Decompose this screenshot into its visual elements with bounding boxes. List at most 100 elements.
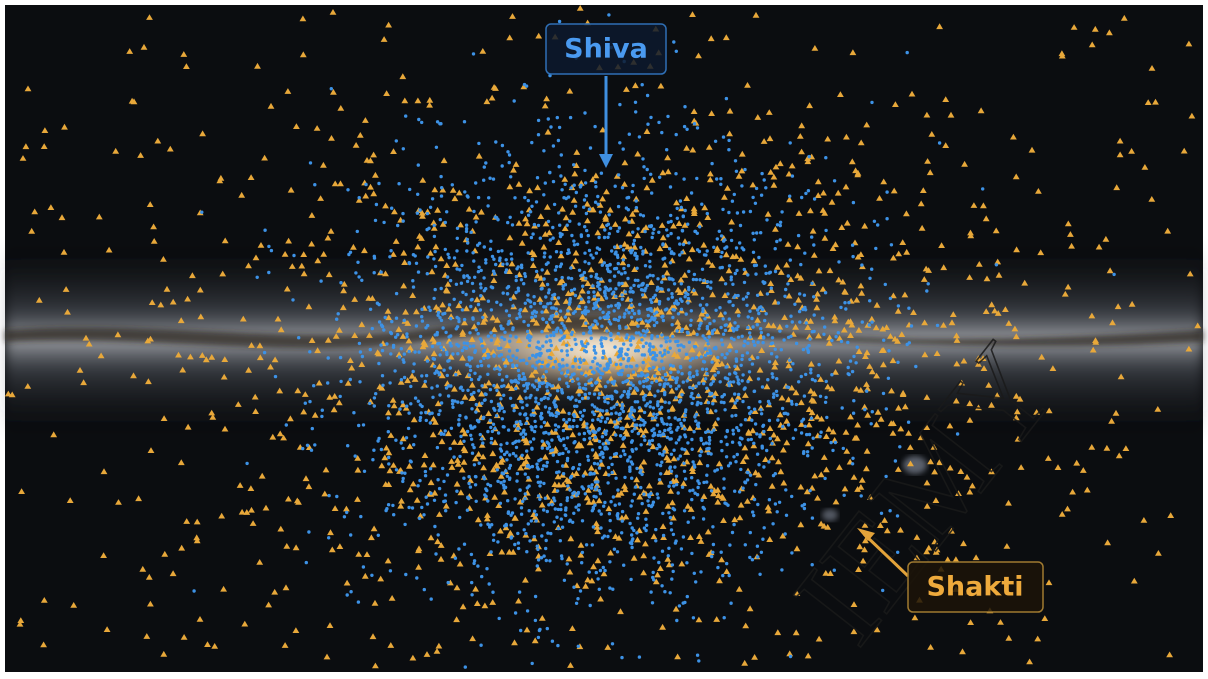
blue-star [584,276,588,281]
blue-star [690,401,694,406]
blue-star [805,450,810,454]
blue-star [530,315,534,320]
blue-star [608,456,613,460]
orange-star [777,269,785,275]
blue-star [423,379,427,384]
orange-star [571,170,579,177]
blue-star [456,352,460,356]
blue-star [517,377,522,381]
blue-star [635,254,639,259]
orange-star [785,292,793,299]
blue-star [489,239,493,243]
orange-star [409,654,417,661]
blue-star [610,397,614,401]
orange-star [82,334,90,341]
orange-star [674,286,682,293]
blue-star [616,306,621,310]
blue-star [759,231,763,235]
blue-star [379,270,383,274]
blue-star [626,208,630,212]
orange-star [469,635,476,642]
orange-star [683,195,691,201]
blue-star [542,481,546,486]
orange-star [623,86,630,92]
blue-star [548,338,552,343]
orange-star [966,417,974,423]
blue-star [631,242,636,246]
blue-star [742,248,746,252]
orange-star [459,354,466,361]
blue-star [308,161,313,165]
orange-star [330,88,337,95]
blue-star [676,425,680,430]
blue-star [519,512,524,516]
blue-star [786,423,791,427]
orange-star [472,213,480,220]
orange-star [857,139,865,146]
orange-star [723,568,731,574]
orange-star [689,146,697,153]
blue-star [563,513,567,517]
orange-star [544,128,552,135]
blue-star [671,532,676,537]
blue-star [627,392,631,396]
blue-star [477,141,481,146]
blue-star [559,517,563,521]
blue-star [547,445,552,449]
orange-star [918,224,926,231]
orange-star [561,176,569,182]
blue-star [565,223,569,227]
blue-star [527,333,531,337]
blue-star [751,510,755,514]
orange-star [245,366,252,373]
blue-star [583,251,587,255]
blue-star [418,415,423,420]
blue-star [649,172,653,176]
blue-star [642,379,646,384]
blue-star [689,318,693,322]
blue-star [542,277,546,281]
blue-star [704,377,708,381]
orange-star [302,475,310,482]
blue-star [648,259,652,264]
orange-star [485,379,493,386]
blue-star [548,559,552,563]
orange-star [146,14,153,20]
blue-star [508,476,512,480]
blue-star [506,499,510,503]
blue-star [634,331,639,335]
blue-star [482,398,487,402]
orange-star [674,653,681,660]
orange-star [436,363,443,370]
orange-star [997,619,1004,625]
blue-star [534,200,539,204]
orange-star [385,409,392,416]
blue-star [743,167,747,172]
orange-star [636,493,644,500]
blue-star [540,360,545,364]
blue-star [417,516,422,521]
blue-star [757,311,761,316]
blue-star [846,365,850,370]
orange-star [777,468,785,475]
blue-star [615,425,620,429]
blue-star [604,432,608,436]
blue-star [528,300,533,304]
blue-star [602,396,607,400]
blue-star [476,364,480,368]
orange-star [41,127,49,133]
orange-star [157,301,165,308]
blue-star [411,279,415,283]
blue-star [850,243,855,247]
blue-star [596,428,600,432]
blue-star [484,258,488,262]
blue-star [657,560,661,565]
blue-star [451,352,455,356]
orange-star [551,481,559,487]
blue-star [703,336,707,341]
blue-star [530,140,534,145]
blue-star [733,392,737,396]
blue-star [532,429,537,434]
orange-star [640,569,647,576]
orange-star [370,525,378,532]
